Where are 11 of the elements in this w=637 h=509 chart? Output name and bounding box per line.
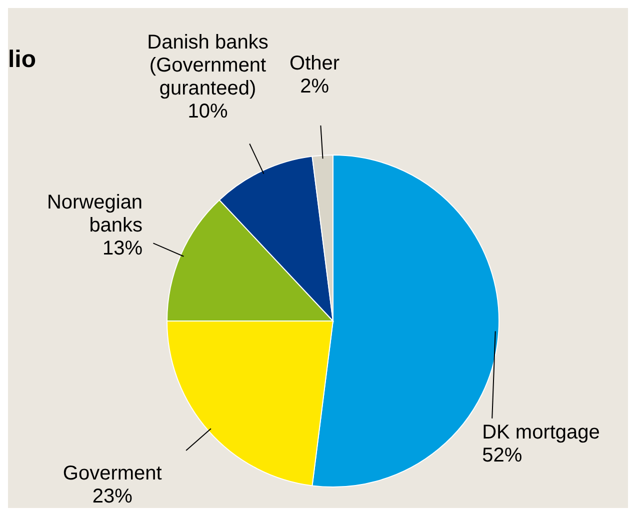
data-label: 10% (188, 100, 228, 123)
data-label: 23% (92, 485, 133, 508)
data-label: 52% (482, 444, 522, 466)
slice-label: DK mortgage (482, 421, 600, 444)
slice-label: Other (290, 52, 340, 74)
slice-label: Danish banks (Government guranteed) (147, 32, 268, 100)
text: lio (8, 46, 36, 74)
data-label: 13% (102, 237, 143, 260)
slice-label: Norwegian banks (46, 191, 143, 236)
data-label: 2% (300, 75, 330, 98)
slice-label: Goverment (62, 462, 162, 484)
